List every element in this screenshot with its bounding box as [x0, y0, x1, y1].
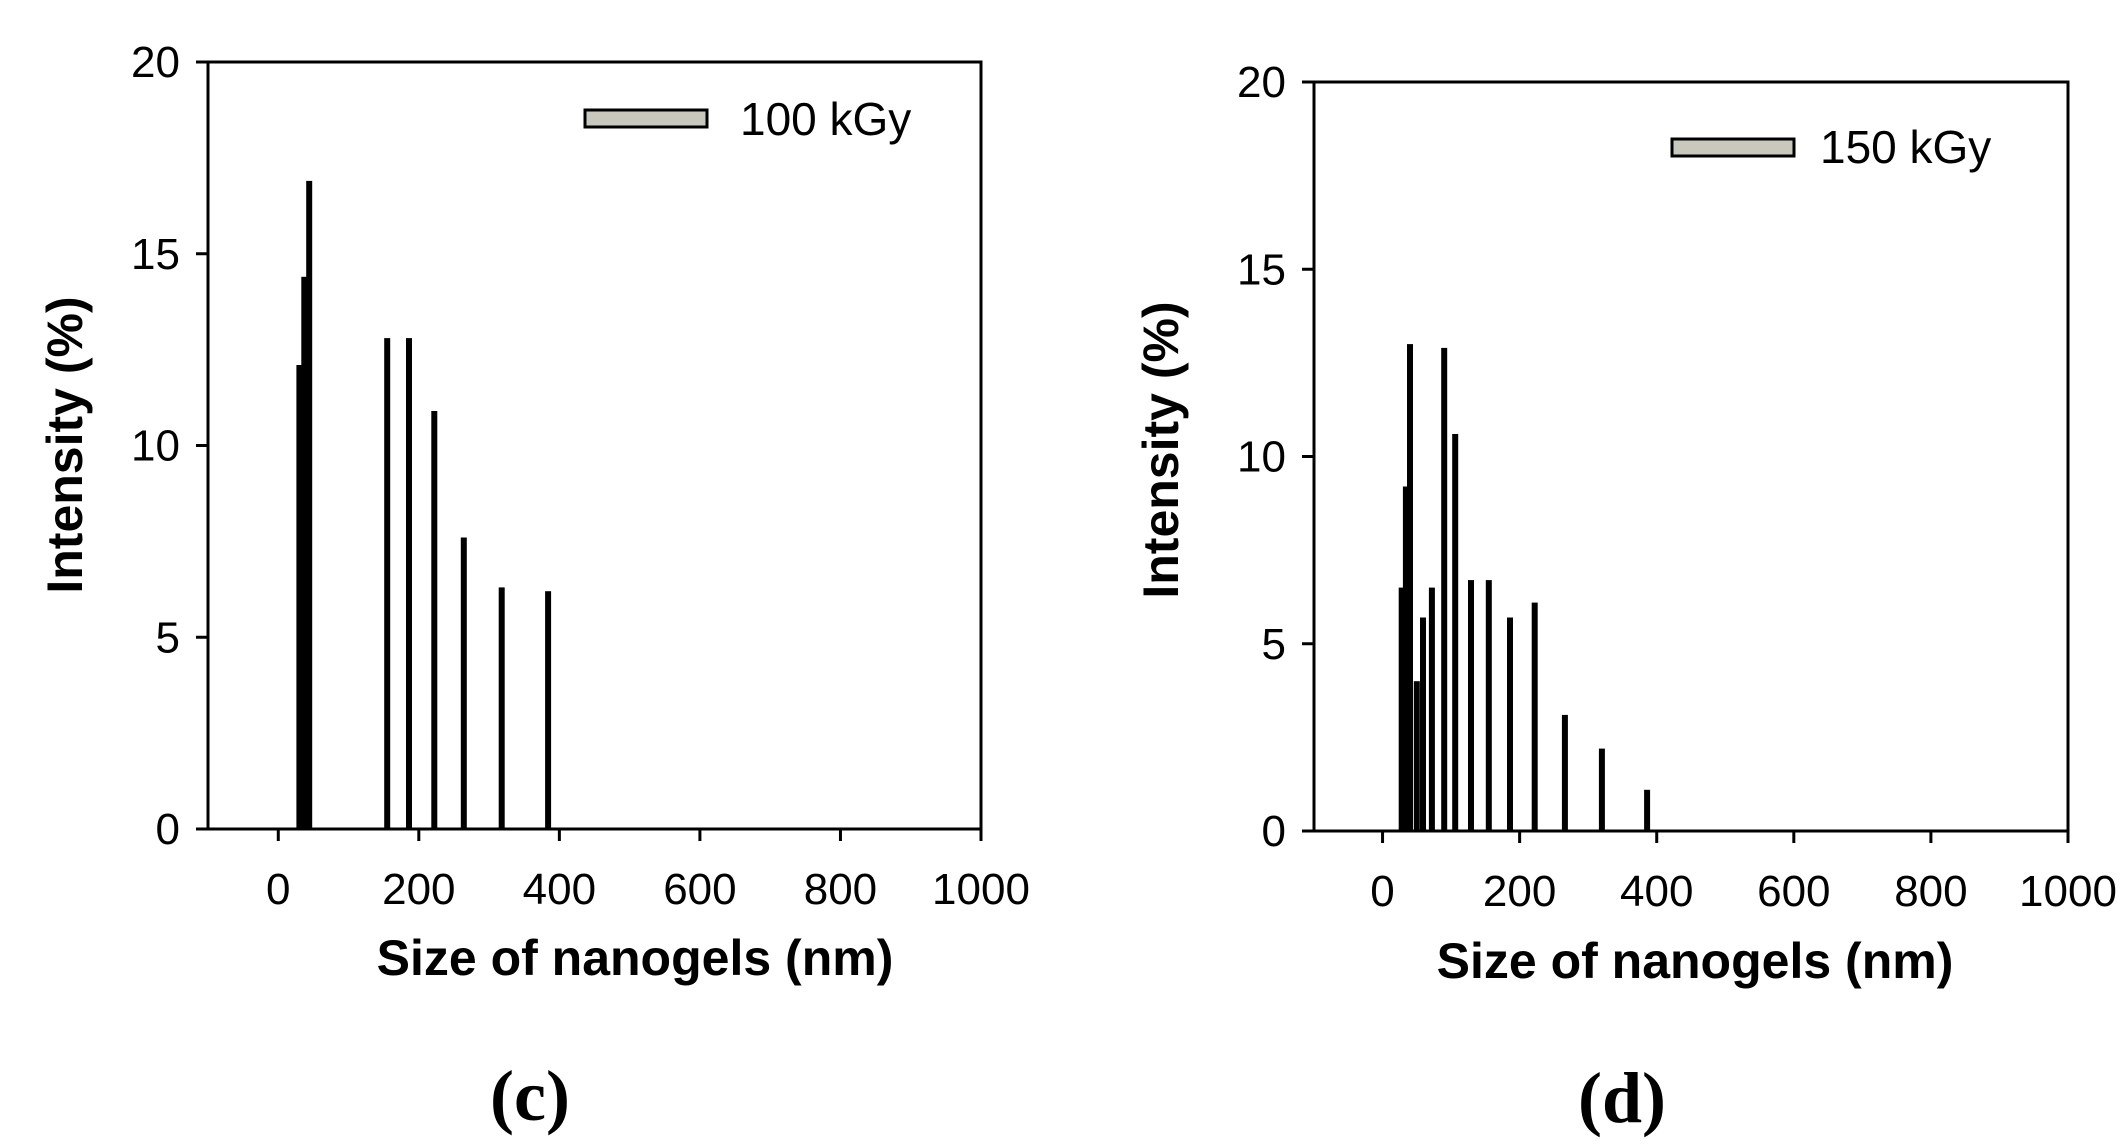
chart-c-bar	[406, 338, 412, 829]
chart-c-bar	[301, 276, 308, 829]
chart-d-axes: 0 200 400 600 800 1000 0 5 10 15 20	[1237, 58, 2117, 916]
chart-d-bar	[1452, 434, 1459, 831]
chart-c-axes: 0 200 400 600 800 1000 0 5 10 15 20	[131, 38, 1030, 914]
chart-d-bar	[1420, 617, 1426, 831]
chart-panel-c: 0 200 400 600 800 1000 0 5 10 15 20 100 kGy Size o…	[37, 38, 1030, 1136]
chart-d-bar	[1441, 347, 1448, 831]
chart-d-bar	[1407, 344, 1413, 831]
chart-d-bar	[1413, 681, 1420, 831]
chart-d-bar	[1644, 789, 1651, 831]
chart-d-y-tick-label: 0	[1262, 807, 1286, 856]
chart-d-bar	[1468, 580, 1474, 831]
chart-d-plot-frame	[1312, 80, 2070, 833]
chart-d-y-tick-label: 20	[1237, 58, 1286, 107]
chart-d-bar	[1598, 748, 1605, 831]
chart-c-bar	[545, 591, 552, 829]
chart-c-x-tick-label: 400	[523, 865, 596, 914]
chart-d-x-tick-label: 800	[1894, 867, 1967, 916]
chart-c-bar	[384, 338, 391, 829]
chart-c-bar	[296, 365, 303, 829]
chart-d-bars	[1398, 344, 1651, 831]
chart-d-x-tick-label: 200	[1483, 867, 1556, 916]
chart-d-legend-label: 150 kGy	[1820, 121, 1991, 173]
chart-c-y-tick-label: 20	[131, 38, 180, 87]
chart-d-bar	[1561, 714, 1568, 831]
chart-c-y-tick-label: 10	[131, 422, 180, 471]
chart-c-x-tick-label: 600	[663, 865, 736, 914]
chart-d-bar	[1507, 617, 1513, 831]
chart-c-y-tick-label: 0	[156, 805, 180, 854]
chart-d-x-tick-label: 400	[1620, 867, 1693, 916]
chart-c-legend: 100 kGy	[583, 93, 911, 145]
chart-d-y-tick-label: 15	[1237, 245, 1286, 294]
chart-d-y-axis-title: Intensity (%)	[1133, 301, 1189, 598]
chart-c-x-tick-label: 200	[382, 865, 455, 914]
chart-c-y-tick-label: 5	[156, 613, 180, 662]
chart-c-x-tick-label: 1000	[932, 865, 1030, 914]
chart-d-x-tick-label: 0	[1370, 867, 1394, 916]
chart-c-y-tick-label: 15	[131, 230, 180, 279]
chart-c-plot-frame	[206, 60, 983, 831]
chart-d-y-tick-label: 5	[1262, 620, 1286, 669]
chart-d-y-tick-label: 10	[1237, 433, 1286, 482]
chart-d-legend: 150 kGy	[1670, 121, 1991, 173]
chart-c-bar	[460, 537, 467, 829]
chart-c-panel-label: (c)	[490, 1056, 570, 1136]
chart-d-bar	[1398, 587, 1405, 831]
chart-c-x-tick-label: 800	[804, 865, 877, 914]
chart-c-bar	[306, 180, 313, 829]
chart-d-x-axis-title: Size of nanogels (nm)	[1437, 933, 1954, 989]
chart-c-bar	[431, 411, 438, 829]
chart-d-bar	[1428, 587, 1435, 831]
chart-c-x-axis-title: Size of nanogels (nm)	[377, 930, 894, 986]
chart-d-panel-label: (d)	[1578, 1058, 1666, 1138]
chart-c-legend-label: 100 kGy	[740, 93, 911, 145]
chart-d-x-tick-label: 1000	[2019, 867, 2117, 916]
chart-c-bars	[296, 180, 552, 829]
chart-d-bar	[1485, 580, 1492, 831]
chart-c-legend-swatch	[583, 108, 709, 129]
chart-d-x-tick-label: 600	[1757, 867, 1830, 916]
chart-c-y-axis-title: Intensity (%)	[37, 296, 93, 593]
chart-c-x-tick-label: 0	[266, 865, 290, 914]
chart-c-bar	[498, 587, 505, 829]
chart-d-bar	[1531, 602, 1538, 831]
chart-panel-d: 0 200 400 600 800 1000 0 5 10 15 20 150 kGy Size o…	[1133, 58, 2117, 1138]
chart-d-legend-swatch	[1670, 137, 1796, 158]
chart-d-bar	[1402, 486, 1409, 831]
